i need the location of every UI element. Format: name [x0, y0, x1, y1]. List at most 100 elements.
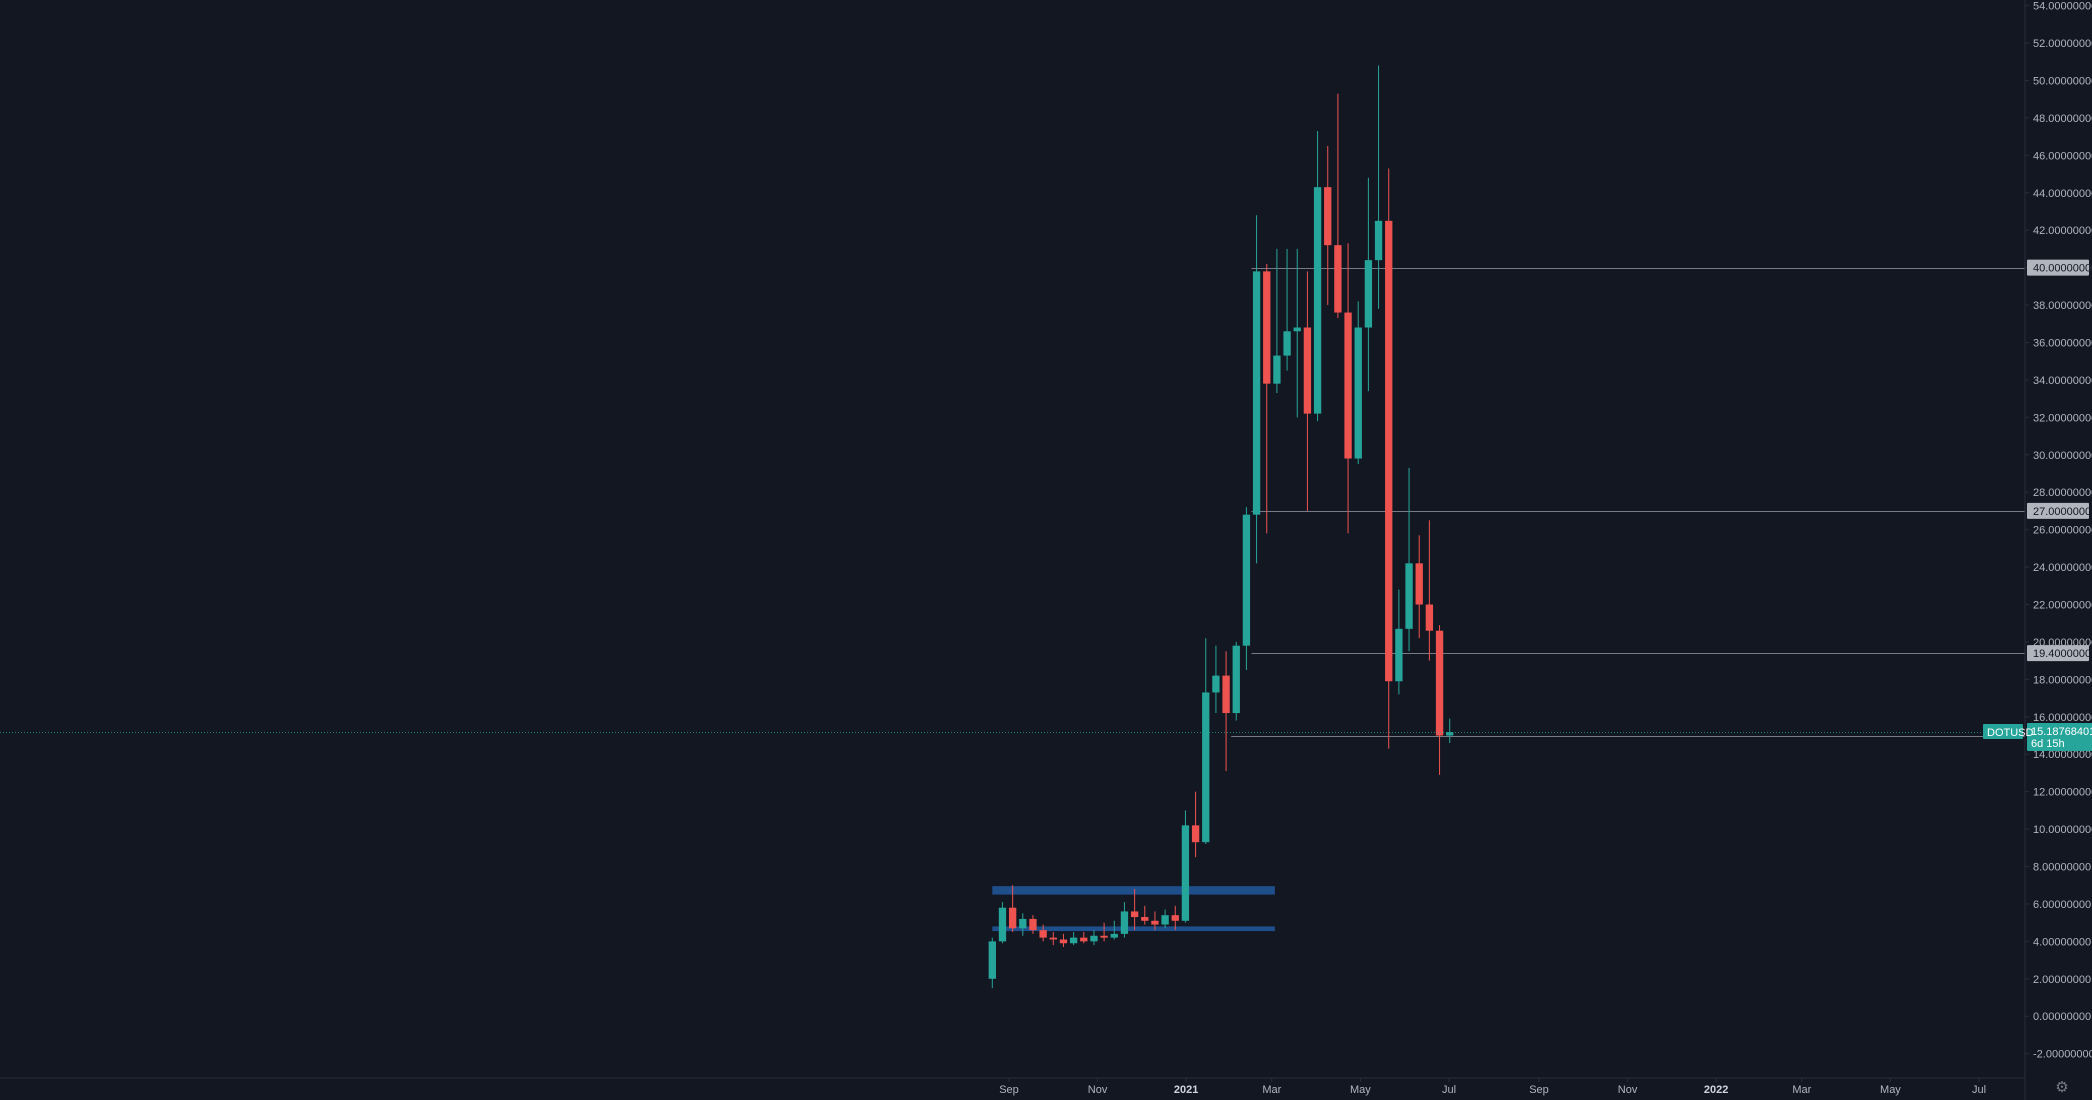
- candle[interactable]: [1029, 915, 1037, 934]
- candle-body: [1039, 930, 1047, 938]
- candle-body: [1069, 937, 1078, 944]
- candle[interactable]: [1151, 911, 1159, 931]
- candle-body: [1446, 732, 1454, 736]
- candle[interactable]: [1242, 507, 1251, 671]
- candle[interactable]: [1415, 535, 1423, 639]
- candle[interactable]: [1222, 651, 1230, 772]
- candle[interactable]: [1263, 263, 1271, 534]
- candle[interactable]: [1364, 177, 1373, 392]
- candle[interactable]: [1405, 467, 1413, 652]
- level-label: 40.00000000: [2033, 263, 2092, 275]
- candle[interactable]: [1283, 248, 1291, 371]
- candle[interactable]: [1344, 243, 1352, 534]
- candle[interactable]: [1080, 932, 1088, 944]
- candle-body: [1232, 645, 1240, 714]
- candle-body: [1435, 630, 1444, 736]
- symbol-tag: DOTUSD: [1987, 727, 2034, 739]
- candle[interactable]: [1354, 301, 1362, 465]
- level-label-bg: [2027, 502, 2089, 519]
- candle[interactable]: [1141, 905, 1149, 925]
- candle[interactable]: [1120, 902, 1129, 938]
- level-labels: 40.0000000027.0000000019.4000000015.0000…: [2027, 259, 2092, 744]
- candle[interactable]: [1110, 920, 1118, 940]
- candle[interactable]: [1191, 791, 1200, 858]
- candle[interactable]: [1069, 932, 1078, 946]
- zone-1[interactable]: [992, 926, 1275, 932]
- candle-body: [1242, 514, 1251, 646]
- level-label-bg: [2027, 259, 2089, 276]
- candle-body: [1222, 675, 1230, 714]
- y-tick-label: 34.00000000: [2033, 375, 2092, 387]
- candles: [988, 65, 1454, 989]
- candle[interactable]: [1008, 885, 1017, 933]
- candle-body: [1415, 563, 1423, 605]
- candle-body: [1202, 692, 1210, 843]
- candle[interactable]: [1161, 909, 1169, 929]
- time-axis-ticks: Sep Nov 2021 Mar May Jul Sep Nov 2022 Mar May Jul: [999, 1078, 1986, 1096]
- candle[interactable]: [1324, 145, 1332, 306]
- candle[interactable]: [1252, 215, 1261, 564]
- plot-area[interactable]: [0, 65, 2025, 989]
- candle[interactable]: [1425, 520, 1434, 661]
- candle[interactable]: [1090, 930, 1098, 946]
- y-tick-label: 18.00000000: [2033, 674, 2092, 686]
- candle-body: [998, 907, 1007, 942]
- candle[interactable]: [1039, 924, 1047, 942]
- y-tick-label: 26.00000000: [2033, 525, 2092, 537]
- level-label-bg: [2027, 645, 2089, 662]
- candle-body: [1141, 917, 1149, 921]
- candle-body: [1100, 935, 1108, 938]
- candle[interactable]: [1202, 638, 1210, 845]
- candle[interactable]: [1181, 810, 1190, 923]
- candle[interactable]: [1293, 248, 1301, 418]
- candle-body: [1283, 331, 1291, 356]
- y-tick-label: 28.00000000: [2033, 487, 2092, 499]
- y-tick-label: 2.00000000: [2033, 974, 2091, 986]
- candle-body: [1334, 245, 1342, 313]
- candle-body: [1324, 187, 1332, 246]
- candle[interactable]: [1232, 641, 1240, 721]
- candle[interactable]: [1395, 589, 1403, 695]
- candle[interactable]: [1446, 718, 1454, 743]
- candle-body: [1273, 355, 1281, 384]
- y-tick-label: 0.00000000: [2033, 1011, 2091, 1023]
- y-tick-label: 44.00000000: [2033, 188, 2092, 200]
- candle[interactable]: [1059, 933, 1068, 947]
- candle[interactable]: [1273, 248, 1281, 394]
- candle[interactable]: [998, 902, 1007, 944]
- price-axis-ticks: -2.00000000 0.00000000 2.00000000 4.0000000…: [2025, 1, 2092, 1061]
- candle[interactable]: [1130, 888, 1139, 931]
- candle[interactable]: [1313, 131, 1322, 422]
- candle[interactable]: [1303, 271, 1312, 511]
- candle-body: [1425, 604, 1434, 631]
- candle-body: [1313, 187, 1322, 414]
- candle[interactable]: [1100, 922, 1108, 942]
- y-tick-label: 52.00000000: [2033, 38, 2092, 50]
- y-tick-label: 10.00000000: [2033, 824, 2092, 836]
- candle[interactable]: [1171, 905, 1179, 931]
- candle[interactable]: [1374, 65, 1383, 309]
- candle[interactable]: [1334, 93, 1342, 319]
- candle-body: [1252, 271, 1261, 515]
- level-label: 27.00000000: [2033, 506, 2092, 518]
- y-tick-label: -2.00000000: [2033, 1049, 2092, 1061]
- x-tick-label: Jul: [1972, 1084, 1986, 1096]
- candle[interactable]: [1385, 168, 1393, 749]
- candle[interactable]: [1049, 932, 1057, 946]
- candle[interactable]: [988, 937, 996, 989]
- zone-0[interactable]: [992, 886, 1275, 895]
- candle[interactable]: [1212, 645, 1220, 714]
- y-tick-label: 42.00000000: [2033, 225, 2092, 237]
- y-tick-label: 54.00000000: [2033, 1, 2092, 13]
- price-axis[interactable]: -2.00000000 0.00000000 2.00000000 4.0000000…: [1983, 0, 2092, 1100]
- candle-body: [1212, 675, 1220, 693]
- gear-icon[interactable]: ⚙: [2055, 1079, 2069, 1096]
- candle[interactable]: [1019, 913, 1027, 936]
- y-tick-label: 8.00000000: [2033, 862, 2091, 874]
- candle-body: [1181, 825, 1190, 921]
- candle[interactable]: [1435, 625, 1444, 775]
- candle-body: [1029, 918, 1037, 931]
- time-axis[interactable]: Sep Nov 2021 Mar May Jul Sep Nov 2022 Mar May Jul: [0, 1077, 2025, 1096]
